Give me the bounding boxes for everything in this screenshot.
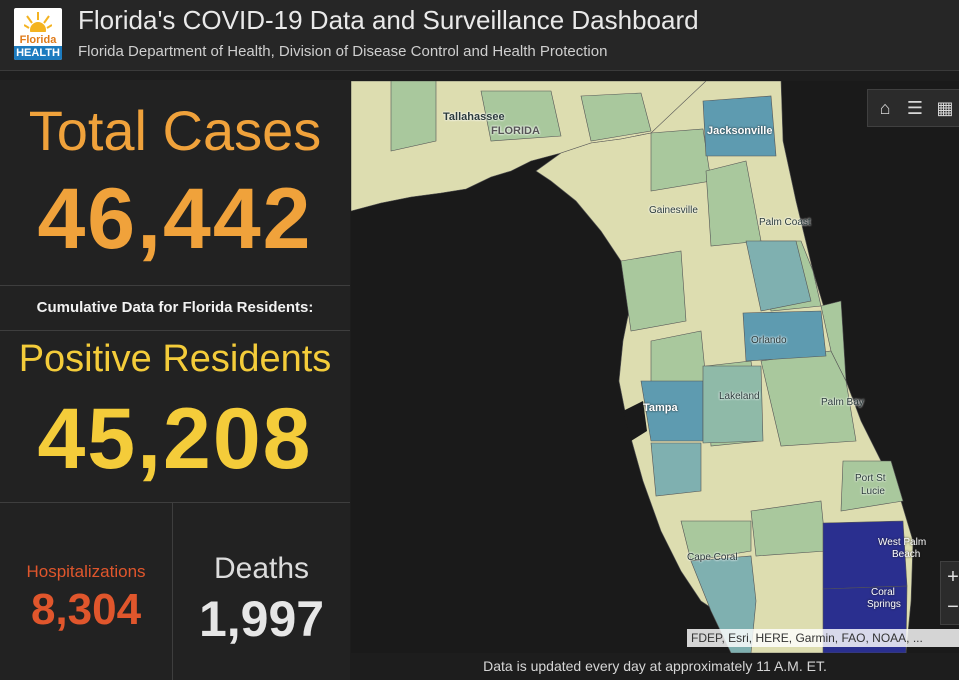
florida-county-choropleth[interactable] [351, 81, 959, 653]
map-toolbar: ⌂ ☰ ▦ [867, 89, 959, 127]
deaths-label: Deaths [213, 552, 310, 585]
stats-vertical-divider [172, 503, 173, 680]
place-label-palm-coast: Palm Coast [759, 217, 811, 228]
stats-panel: Total Cases 46,442 Cumulative Data for F… [0, 80, 350, 680]
place-label-palm-bay: Palm Bay [821, 397, 864, 408]
total-cases-value: 46,442 [37, 171, 313, 267]
page-title: Florida's COVID-19 Data and Surveillance… [78, 5, 699, 35]
cumulative-data-label: Cumulative Data for Florida Residents: [0, 286, 350, 331]
place-label-gainesville: Gainesville [649, 205, 698, 216]
positive-residents-label: Positive Residents [18, 338, 332, 380]
place-label-jacksonville: Jacksonville [707, 125, 773, 137]
zoom-in-button[interactable]: + [947, 566, 959, 588]
deaths-value: 1,997 [198, 591, 325, 647]
place-label-port-st-lucie-2: Lucie [861, 486, 885, 497]
place-label-florida: FLORIDA [491, 125, 540, 137]
zoom-control: + − [940, 561, 959, 625]
logo-text-health: HEALTH [14, 46, 62, 60]
place-label-coral-springs-1: Coral [871, 587, 895, 598]
page-subtitle: Florida Department of Health, Division o… [78, 43, 608, 60]
sun-logo-icon [24, 12, 52, 32]
place-label-lakeland: Lakeland [719, 391, 760, 402]
dashboard-header: Florida HEALTH Florida's COVID-19 Data a… [0, 0, 959, 71]
zoom-out-button[interactable]: − [947, 596, 959, 618]
total-cases-label: Total Cases [28, 99, 322, 162]
update-note: Data is updated every day at approximate… [351, 653, 959, 680]
place-label-tallahassee: Tallahassee [443, 111, 505, 123]
home-icon[interactable]: ⌂ [879, 98, 891, 118]
hospitalizations-value: 8,304 [30, 585, 142, 634]
county-map[interactable]: Tallahassee FLORIDA Jacksonville Gainesv… [351, 81, 959, 653]
place-label-tampa: Tampa [643, 402, 678, 414]
hospitalizations-label: Hospitalizations [26, 562, 146, 581]
place-label-coral-springs-2: Springs [867, 599, 901, 610]
place-label-cape-coral: Cape Coral [687, 552, 738, 563]
place-label-west-palm-beach-1: West Palm [878, 537, 927, 548]
total-cases-card[interactable] [0, 80, 350, 286]
layers-icon[interactable]: ▦ [936, 98, 954, 118]
stats-divider [0, 502, 350, 503]
florida-health-logo: Florida HEALTH [14, 8, 62, 60]
place-label-port-st-lucie-1: Port St [855, 473, 886, 484]
list-icon[interactable]: ☰ [906, 98, 924, 118]
positive-residents-value: 45,208 [37, 391, 313, 487]
place-label-west-palm-beach-2: Beach [892, 549, 921, 560]
place-label-orlando: Orlando [751, 335, 787, 346]
logo-text-florida: Florida [19, 34, 57, 46]
county-orange[interactable] [742, 310, 827, 362]
county-duval[interactable] [702, 95, 777, 157]
map-attribution[interactable]: FDEP, Esri, HERE, Garmin, FAO, NOAA, ... [687, 629, 959, 647]
